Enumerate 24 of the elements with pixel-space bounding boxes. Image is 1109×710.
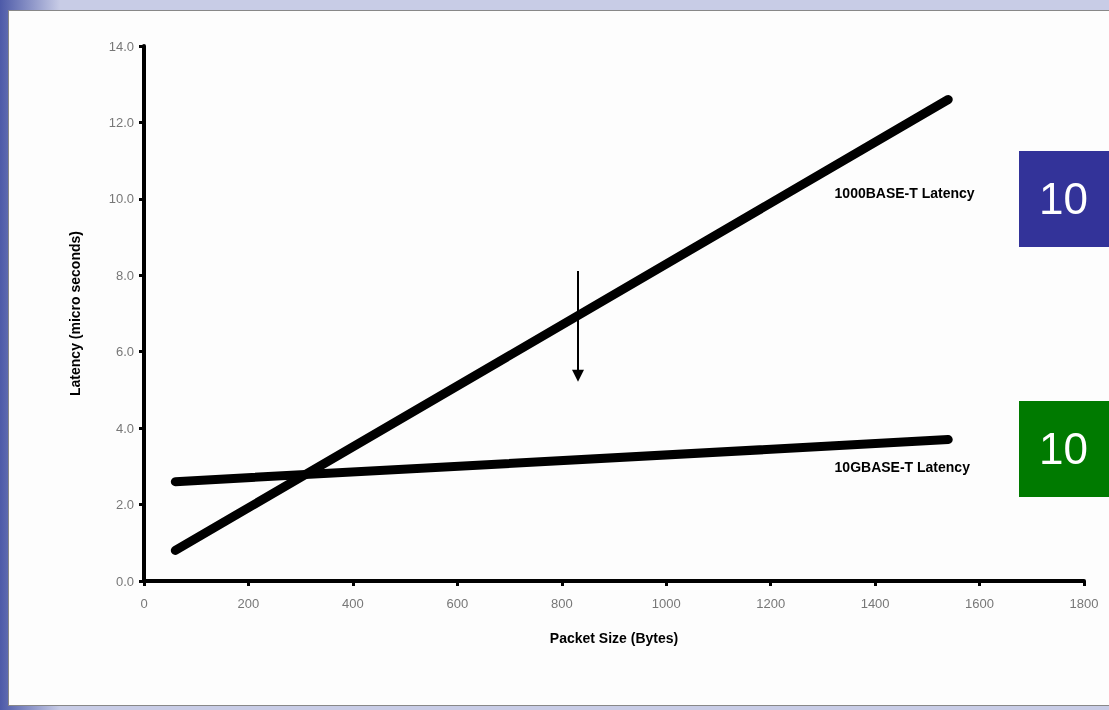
x-tick-label: 1200 — [756, 596, 786, 611]
y-tick-label: 12.0 — [108, 114, 134, 130]
x-tick-label: 800 — [550, 596, 573, 611]
annotation: 10 — [1019, 401, 1109, 497]
y-tick-label: 0.0 — [115, 573, 134, 589]
y-tick-label: 2.0 — [115, 497, 134, 513]
y-tick-label: 8.0 — [115, 267, 134, 283]
annotation: 10 — [1019, 151, 1109, 247]
x-tick-label: 400 — [342, 596, 364, 611]
x-tick-label: 200 — [237, 596, 260, 611]
x-tick-label: 1400 — [860, 596, 890, 611]
y-axis-title: Latency (micro seconds) — [67, 231, 83, 396]
x-tick-label: 1000 — [651, 596, 681, 611]
x-tick-label: 0 — [140, 596, 148, 611]
y-tick-label: 14.0 — [108, 38, 134, 54]
x-axis-title: Packet Size (Bytes) — [549, 630, 679, 646]
x-tick-label: 1800 — [1069, 596, 1099, 611]
x-tick-label: 1600 — [965, 596, 995, 611]
x-tick-label: 600 — [446, 596, 469, 611]
series-label: 10GBASE-T Latency — [834, 459, 971, 476]
y-tick-label: 4.0 — [115, 420, 134, 436]
y-tick-label: 6.0 — [115, 344, 134, 360]
series-label: 1000BASE-T Latency — [834, 184, 975, 201]
y-tick-label: 10.0 — [108, 191, 134, 207]
